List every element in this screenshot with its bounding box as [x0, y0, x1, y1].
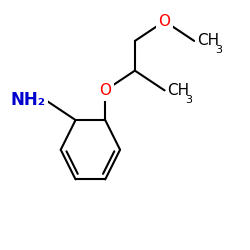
Text: CH: CH [167, 83, 189, 98]
Text: 3: 3 [186, 95, 192, 105]
Text: CH: CH [197, 34, 219, 48]
Text: NH₂: NH₂ [11, 91, 46, 109]
Text: 3: 3 [215, 46, 222, 56]
Text: O: O [158, 14, 170, 29]
Text: O: O [99, 83, 111, 98]
